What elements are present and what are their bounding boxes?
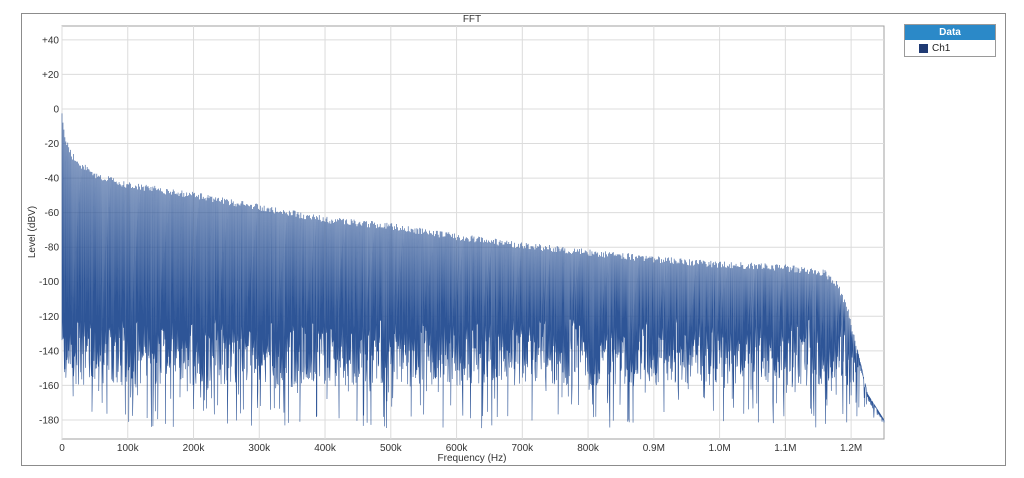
legend-swatch [919, 43, 928, 53]
x-tick-label: 1.0M [708, 443, 730, 454]
legend: Data Ch1 [904, 24, 996, 57]
chart-title: FFT [463, 14, 481, 25]
y-tick-label: -40 [45, 174, 60, 185]
y-tick-label: +40 [42, 35, 59, 46]
x-tick-label: 0 [59, 443, 65, 454]
legend-header: Data [905, 25, 995, 40]
x-tick-label: 0.9M [643, 443, 665, 454]
y-tick-label: -60 [45, 208, 60, 219]
plot-area [61, 25, 885, 440]
series-ch1-line [61, 113, 885, 429]
x-axis-ticks: 0 100k 200k 300k 400k 500k 600k 700k 800k 0.9M 1.0… [59, 443, 862, 454]
legend-item-label: Ch1 [932, 42, 951, 54]
x-tick-label: 600k [446, 443, 469, 454]
y-tick-label: +20 [42, 70, 59, 81]
series-layer [61, 113, 885, 429]
x-axis-label: Frequency (Hz) [438, 453, 507, 464]
x-tick-label: 100k [117, 443, 140, 454]
legend-item-ch1[interactable]: Ch1 [905, 40, 995, 56]
x-tick-label: 1.2M [840, 443, 862, 454]
y-tick-label: 0 [53, 104, 59, 115]
x-tick-label: 300k [248, 443, 271, 454]
x-tick-label: 400k [314, 443, 337, 454]
y-tick-label: -100 [39, 277, 59, 288]
y-axis-label: Level (dBV) [27, 206, 38, 258]
y-tick-label: -120 [39, 312, 59, 323]
x-tick-label: 800k [577, 443, 600, 454]
y-tick-label: -80 [45, 243, 60, 254]
y-tick-label: -20 [45, 139, 60, 150]
y-tick-label: -140 [39, 346, 59, 357]
x-tick-label: 200k [183, 443, 206, 454]
y-tick-label: -180 [39, 415, 59, 426]
x-tick-label: 700k [511, 443, 534, 454]
x-tick-label: 1.1M [774, 443, 796, 454]
x-tick-label: 500k [380, 443, 403, 454]
y-axis-ticks: +40 +20 0 -20 -40 -60 -80 -100 -120 -140 -160 -180 [39, 35, 59, 426]
y-tick-label: -160 [39, 381, 59, 392]
